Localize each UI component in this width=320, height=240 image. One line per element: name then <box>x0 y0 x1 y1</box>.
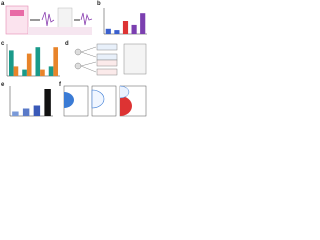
bar <box>48 66 54 76</box>
bar <box>140 13 146 34</box>
bar <box>13 66 19 76</box>
bar <box>26 53 32 76</box>
panel-label: a <box>1 1 5 7</box>
bar <box>12 111 19 116</box>
bar <box>105 28 111 34</box>
panel-label: e <box>1 82 5 88</box>
panel-d-diagram <box>74 43 147 76</box>
bar <box>114 30 120 34</box>
panel-f-plots <box>63 85 147 117</box>
figure: a b c d e f <box>1 1 147 117</box>
bar <box>22 108 30 116</box>
panel-label: f <box>59 82 62 88</box>
bar <box>44 89 51 116</box>
bar <box>8 50 14 76</box>
bar <box>40 69 45 76</box>
bar <box>131 24 137 34</box>
bar <box>35 47 41 76</box>
bar <box>122 21 129 34</box>
bar <box>53 47 59 76</box>
panel-label: d <box>65 41 69 47</box>
panel-label: b <box>97 1 101 7</box>
bar <box>33 105 41 116</box>
panel-label: c <box>1 41 5 47</box>
panel-a-schematic <box>5 5 93 35</box>
bar <box>22 69 27 76</box>
